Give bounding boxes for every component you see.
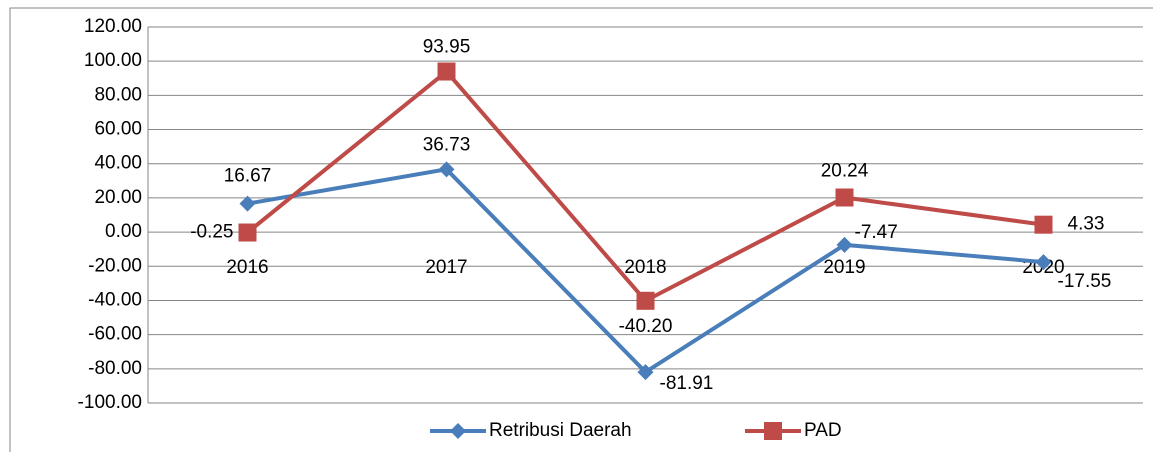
point bbox=[836, 236, 853, 253]
y-tick-label: 0.00 bbox=[105, 221, 142, 242]
x-tick-label: 2017 bbox=[425, 257, 467, 278]
chart-border bbox=[9, 7, 1153, 452]
y-tick-label: -20.00 bbox=[88, 255, 142, 276]
data-label: 16.67 bbox=[224, 166, 272, 187]
y-tick-label: 60.00 bbox=[94, 119, 142, 140]
data-label: 4.33 bbox=[1068, 214, 1105, 235]
point bbox=[636, 291, 655, 310]
data-label: -40.20 bbox=[619, 316, 673, 337]
point bbox=[238, 223, 257, 242]
y-tick-label: 80.00 bbox=[94, 84, 142, 105]
data-label: 20.24 bbox=[821, 161, 869, 182]
point bbox=[437, 62, 456, 81]
data-label: -7.47 bbox=[855, 222, 898, 243]
legend-marker bbox=[450, 423, 466, 439]
y-tick-label: 120.00 bbox=[84, 16, 142, 37]
point bbox=[1034, 215, 1053, 234]
point bbox=[1035, 254, 1052, 271]
y-tick-label: -60.00 bbox=[88, 324, 142, 345]
data-label: -17.55 bbox=[1058, 271, 1112, 292]
y-tick-label: 20.00 bbox=[94, 187, 142, 208]
point bbox=[637, 364, 654, 381]
data-label: 36.73 bbox=[423, 134, 471, 155]
legend-marker bbox=[764, 422, 782, 440]
data-label: -81.91 bbox=[660, 373, 714, 394]
x-tick-label: 2018 bbox=[624, 257, 666, 278]
y-tick-label: -40.00 bbox=[88, 289, 142, 310]
legend-label: Retribusi Daerah bbox=[489, 420, 632, 441]
y-tick-label: -100.00 bbox=[78, 392, 142, 413]
y-tick-label: 40.00 bbox=[94, 153, 142, 174]
data-label: 93.95 bbox=[423, 37, 471, 58]
point bbox=[835, 188, 854, 207]
point bbox=[438, 161, 455, 178]
x-tick-label: 2016 bbox=[226, 257, 268, 278]
y-tick-label: 100.00 bbox=[84, 50, 142, 71]
x-tick-label: 2019 bbox=[823, 257, 865, 278]
y-tick-label: -80.00 bbox=[88, 358, 142, 379]
point bbox=[239, 195, 256, 212]
data-label: -0.25 bbox=[190, 222, 233, 243]
legend-label: PAD bbox=[804, 420, 842, 441]
